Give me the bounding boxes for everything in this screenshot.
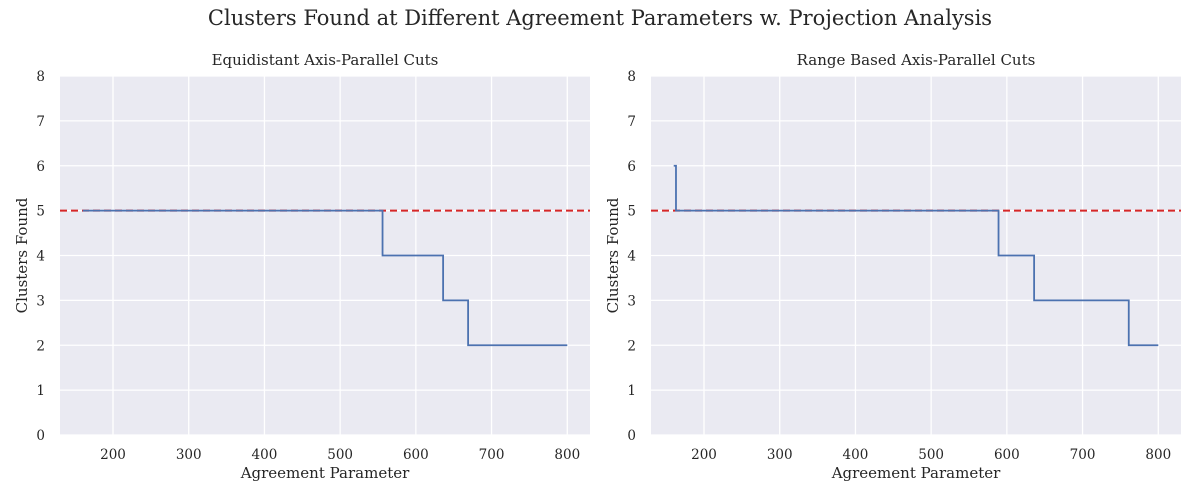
- y-tick-label: 7: [36, 114, 45, 130]
- x-tick-label: 400: [843, 447, 869, 463]
- figure-title: Clusters Found at Different Agreement Pa…: [208, 6, 992, 30]
- x-tick-label: 600: [403, 447, 429, 463]
- y-tick-label: 1: [36, 383, 45, 399]
- x-tick-label: 300: [176, 447, 202, 463]
- y-tick-label: 2: [627, 338, 636, 354]
- y-axis-label: Clusters Found: [604, 197, 622, 313]
- chart-panel-range-based: 200 300 400 500 600 700 800 0 1 2 3 4 5 6 7 8 Range Base…: [604, 51, 1181, 482]
- y-tick-label: 0: [36, 428, 45, 444]
- y-tick-label: 4: [627, 249, 636, 265]
- y-tick-label: 4: [36, 249, 45, 265]
- y-tick-label: 8: [627, 69, 636, 85]
- x-tick-label: 200: [100, 447, 126, 463]
- y-tick-label: 2: [36, 338, 45, 354]
- x-tick-label: 700: [479, 447, 505, 463]
- x-axis-label: Agreement Parameter: [831, 464, 1001, 482]
- x-tick-label: 600: [994, 447, 1020, 463]
- y-tick-label: 6: [627, 159, 636, 175]
- y-tick-label: 3: [627, 293, 636, 309]
- y-tick-label: 7: [627, 114, 636, 130]
- y-tick-label: 0: [627, 428, 636, 444]
- y-axis-label: Clusters Found: [13, 197, 31, 313]
- y-tick-label: 6: [36, 159, 45, 175]
- y-tick-label: 5: [627, 204, 636, 220]
- x-tick-label: 800: [554, 447, 580, 463]
- x-tick-label: 500: [327, 447, 353, 463]
- y-tick-label: 5: [36, 204, 45, 220]
- chart-title: Range Based Axis-Parallel Cuts: [797, 51, 1036, 69]
- series-line: [673, 164, 1159, 347]
- x-tick-label: 700: [1070, 447, 1096, 463]
- series-line: [82, 209, 568, 347]
- y-tick-label: 8: [36, 69, 45, 85]
- y-tick-label: 3: [36, 293, 45, 309]
- y-tick-label: 1: [627, 383, 636, 399]
- x-tick-label: 200: [691, 447, 717, 463]
- chart-panel-equidistant: 200 300 400 500 600 700 800 0 1 2 3 4 5 6 7 8 Equidistan…: [13, 51, 590, 482]
- x-tick-label: 400: [252, 447, 278, 463]
- x-axis-label: Agreement Parameter: [240, 464, 410, 482]
- chart-title: Equidistant Axis-Parallel Cuts: [212, 51, 439, 69]
- x-tick-label: 800: [1145, 447, 1171, 463]
- x-tick-label: 300: [767, 447, 793, 463]
- x-tick-label: 500: [918, 447, 944, 463]
